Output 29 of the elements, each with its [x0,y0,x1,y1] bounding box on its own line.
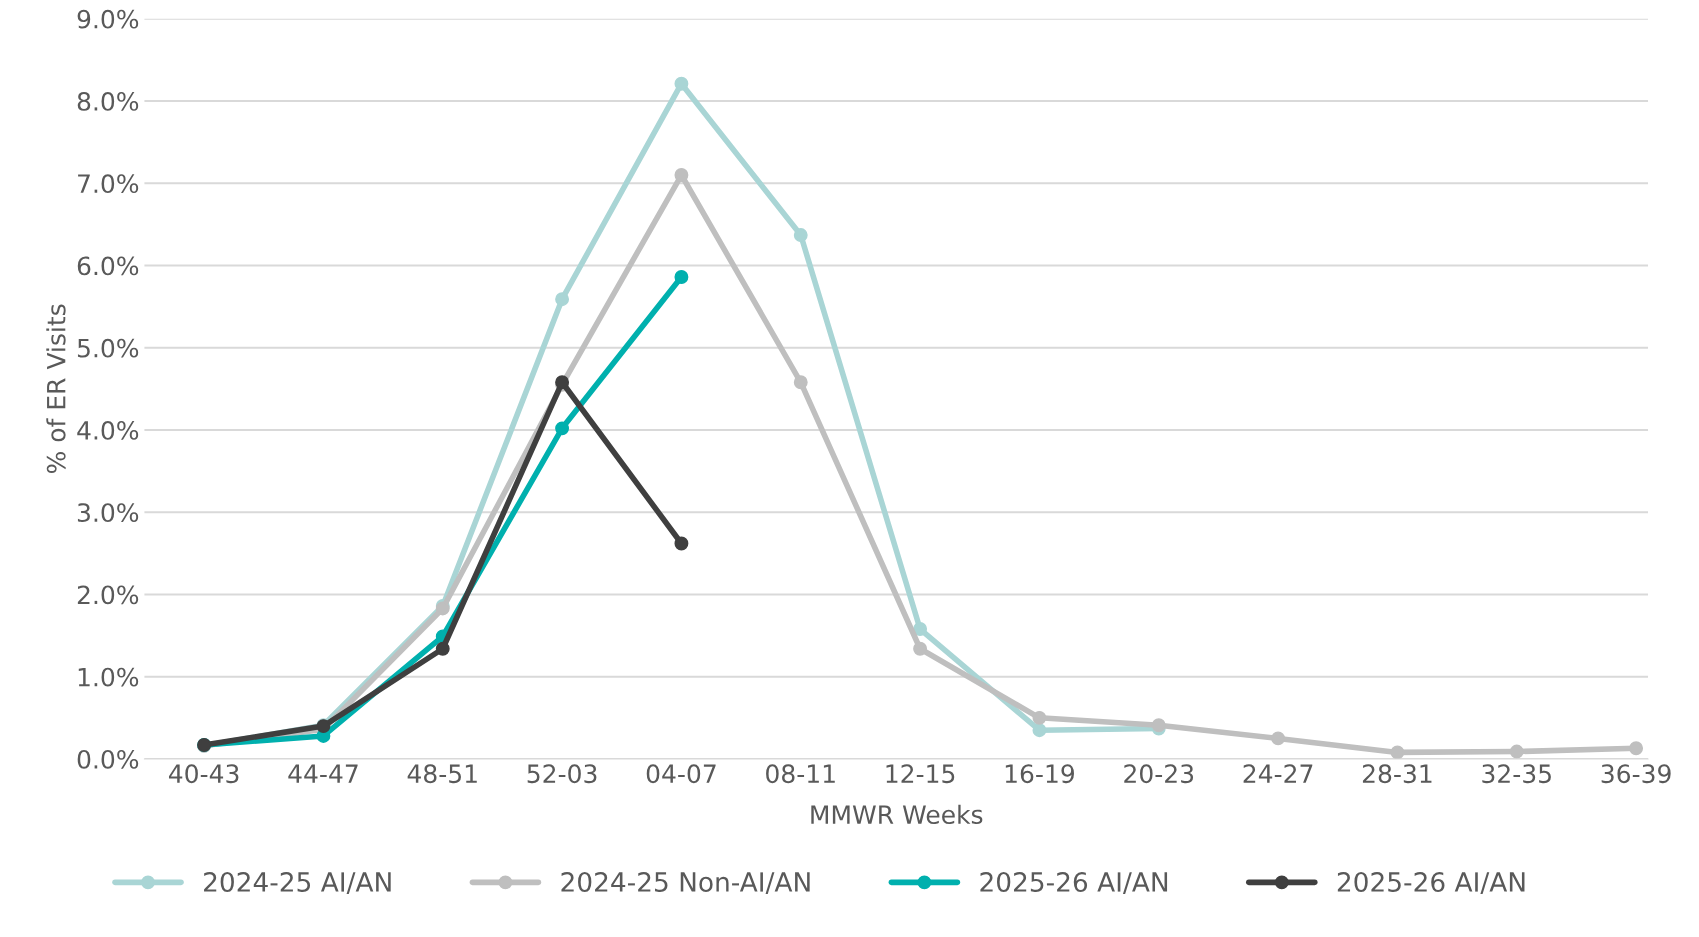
x-tick-label: 40-43 [168,764,239,784]
x-tick-label: 16-19 [1005,764,1074,784]
y-tick-label: 7.0% [78,174,139,194]
x-tick-label: 28-31 [1362,764,1432,784]
y-tick-label: 8.0% [77,91,139,111]
y-tick-label: 9.0% [77,9,139,29]
y-axis-title: % of ER Visits [46,304,66,474]
y-tick-label: 2.0% [77,585,139,605]
legend-label: 2024-25 Non-AI/AN [561,872,810,895]
x-tick-label: 24-27 [1243,764,1313,783]
y-tick-label: 0.0% [77,749,139,769]
x-tick-label: 20-23 [1124,764,1194,784]
x-tick-label: 52-03 [527,764,597,784]
y-tick-label: 5.0% [77,338,139,358]
y-tick-label: 1.0% [78,667,139,687]
y-tick-label: 6.0% [77,256,139,276]
x-tick-label: 36-39 [1601,764,1671,784]
x-tick-label: 04-07 [646,764,716,784]
y-tick-label: 3.0% [77,503,139,523]
x-axis-title: MMWR Weeks [811,804,983,825]
x-tick-label: 44-47 [288,764,358,783]
legend-label: 2025-26 AI/AN [1337,872,1525,895]
x-tick-label: 08-11 [766,764,835,784]
y-tick-label: 4.0% [77,420,139,440]
legend-label: 2024-25 AI/AN [204,872,391,895]
x-tick-label: 32-35 [1482,764,1551,784]
x-tick-label: 12-15 [886,764,955,784]
x-tick-label: 48-51 [407,764,477,784]
legend-label: 2025-26 AI/AN [980,872,1168,895]
